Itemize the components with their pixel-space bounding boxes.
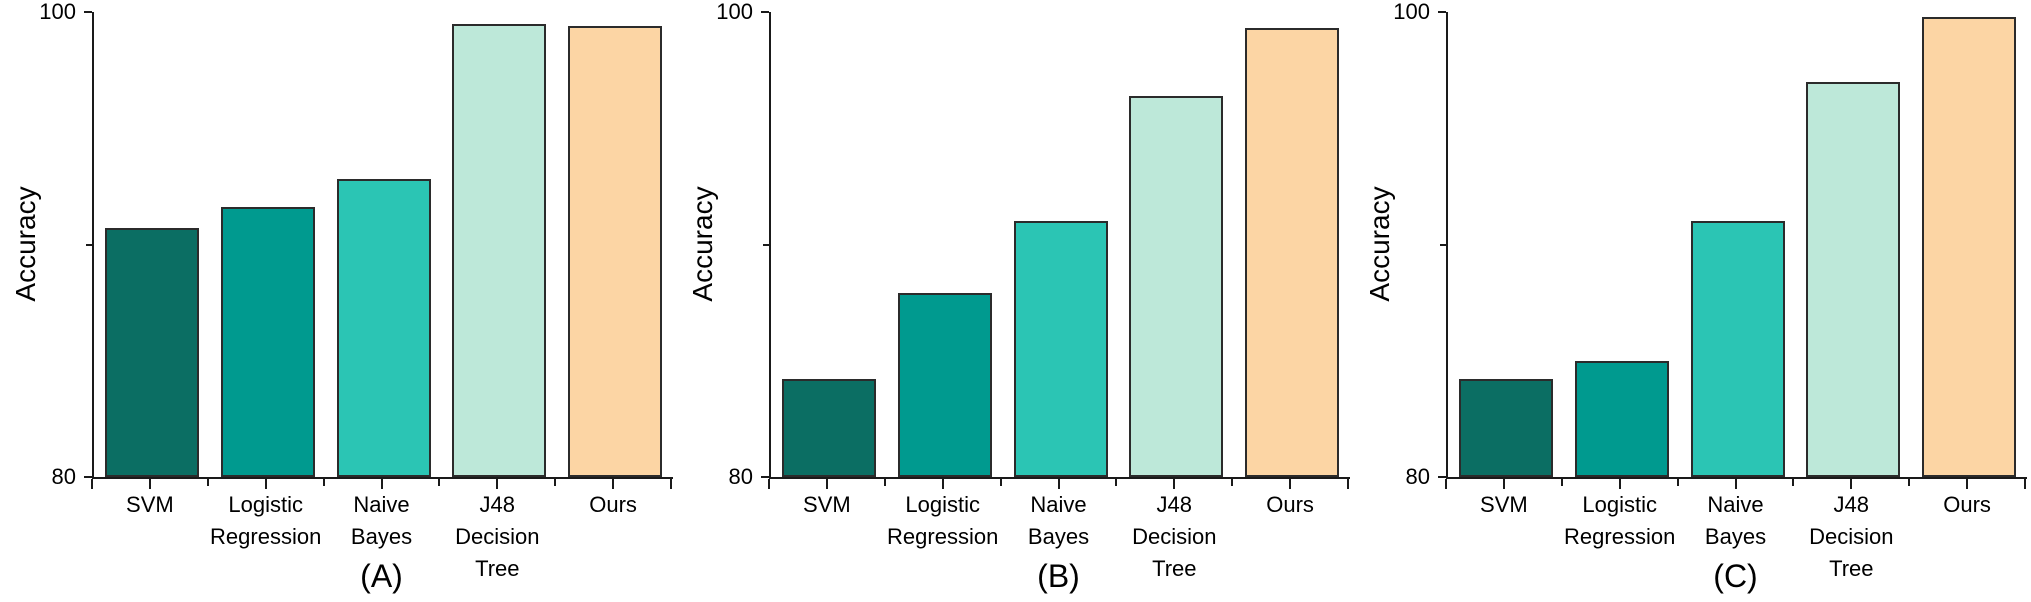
x-category-tick-logistic-regression <box>941 479 944 489</box>
bar-svm <box>104 228 199 477</box>
x-category-label-ours: Ours <box>1943 492 1991 517</box>
bar-svm <box>1458 379 1553 477</box>
x-boundary-tick <box>322 479 325 486</box>
bar-ours <box>568 25 663 477</box>
bar-naive-bayes <box>1690 221 1785 477</box>
y-tick-label-100: 100 <box>716 0 753 24</box>
y-tick-label-100: 100 <box>39 0 76 24</box>
bar-svm <box>781 379 876 477</box>
plot-area <box>1446 12 2027 479</box>
y-axis-label: Accuracy <box>10 186 41 302</box>
x-boundary-tick <box>1560 479 1563 486</box>
x-axis-end-tick <box>2024 479 2026 489</box>
panel-caption: (C) <box>1713 558 1758 594</box>
bar-ours <box>1245 28 1340 477</box>
x-category-tick-ours <box>1966 479 1969 489</box>
x-boundary-tick <box>554 479 557 486</box>
x-category-label-logistic-regression: Logistic Regression <box>210 492 322 549</box>
plot-area <box>769 12 1350 479</box>
x-category-tick-j48-decision-tree <box>1173 479 1176 489</box>
x-category-label-ours: Ours <box>589 492 637 517</box>
x-category-tick-naive-bayes <box>1057 479 1060 489</box>
x-category-tick-naive-bayes <box>1734 479 1737 489</box>
x-category-tick-logistic-regression <box>264 479 267 489</box>
x-boundary-tick <box>999 479 1002 486</box>
x-category-label-logistic-regression: Logistic Regression <box>1564 492 1676 549</box>
x-boundary-tick <box>1231 479 1234 486</box>
y-tick-label-80: 80 <box>51 464 76 489</box>
panel-b: Accuracy 80 100 SVM Logistic Regression Naive… <box>677 0 1354 602</box>
y-axis-label: Accuracy <box>1364 186 1395 302</box>
x-category-tick-svm <box>825 479 828 489</box>
x-category-label-j48-decision-tree: J48 Decision Tree <box>1132 492 1217 581</box>
panel-caption: (B) <box>1037 558 1080 594</box>
y-tick-90 <box>86 243 92 246</box>
bar-j48-decision-tree <box>452 23 547 477</box>
x-category-tick-svm <box>148 479 151 489</box>
x-category-tick-ours <box>1289 479 1292 489</box>
x-category-label-svm: SVM <box>803 492 851 517</box>
panel-c: Accuracy 80 100 SVM Logistic Regression Naive… <box>1354 0 2031 602</box>
bar-logistic-regression <box>897 293 992 477</box>
y-tick-80 <box>761 476 769 478</box>
y-axis-label: Accuracy <box>687 186 718 302</box>
y-tick-label-100: 100 <box>1393 0 1430 24</box>
x-axis-end-tick <box>768 479 770 489</box>
x-category-label-j48-decision-tree: J48 Decision Tree <box>455 492 540 581</box>
x-category-tick-naive-bayes <box>380 479 383 489</box>
x-boundary-tick <box>1115 479 1118 486</box>
x-category-label-svm: SVM <box>1480 492 1528 517</box>
bar-logistic-regression <box>220 207 315 477</box>
bar-naive-bayes <box>336 179 431 477</box>
x-axis-end-tick <box>1445 479 1447 489</box>
bar-naive-bayes <box>1013 221 1108 477</box>
x-category-label-ours: Ours <box>1266 492 1314 517</box>
x-axis-end-tick <box>670 479 672 489</box>
bar-ours <box>1922 16 2017 477</box>
x-category-tick-ours <box>612 479 615 489</box>
x-category-tick-logistic-regression <box>1618 479 1621 489</box>
x-category-tick-svm <box>1502 479 1505 489</box>
y-tick-label-80: 80 <box>728 464 753 489</box>
plot-inner <box>1448 12 2027 477</box>
y-tick-90 <box>763 243 769 246</box>
x-boundary-tick <box>1676 479 1679 486</box>
y-tick-80 <box>1438 476 1446 478</box>
x-category-label-naive-bayes: Naive Bayes <box>1027 492 1090 549</box>
x-category-tick-j48-decision-tree <box>1850 479 1853 489</box>
x-boundary-tick <box>883 479 886 486</box>
y-tick-label-80: 80 <box>1405 464 1430 489</box>
panel-a: Accuracy 80 100 SVM Logistic Regression Naive… <box>0 0 677 602</box>
bar-j48-decision-tree <box>1806 81 1901 477</box>
x-axis-end-tick <box>91 479 93 489</box>
y-tick-90 <box>1440 243 1446 246</box>
x-axis-end-tick <box>1347 479 1349 489</box>
x-category-label-naive-bayes: Naive Bayes <box>1704 492 1767 549</box>
bar-logistic-regression <box>1574 360 1669 477</box>
y-tick-100 <box>761 11 769 13</box>
y-tick-80 <box>84 476 92 478</box>
bar-j48-decision-tree <box>1129 95 1224 477</box>
y-tick-100 <box>84 11 92 13</box>
x-category-label-naive-bayes: Naive Bayes <box>350 492 413 549</box>
plot-inner <box>94 12 673 477</box>
x-boundary-tick <box>1908 479 1911 486</box>
y-tick-100 <box>1438 11 1446 13</box>
plot-inner <box>771 12 1350 477</box>
x-boundary-tick <box>206 479 209 486</box>
x-category-label-logistic-regression: Logistic Regression <box>887 492 999 549</box>
panel-caption: (A) <box>360 558 403 594</box>
x-category-tick-j48-decision-tree <box>496 479 499 489</box>
plot-area <box>92 12 673 479</box>
x-boundary-tick <box>1792 479 1795 486</box>
x-category-label-svm: SVM <box>126 492 174 517</box>
x-boundary-tick <box>438 479 441 486</box>
x-category-label-j48-decision-tree: J48 Decision Tree <box>1809 492 1894 581</box>
